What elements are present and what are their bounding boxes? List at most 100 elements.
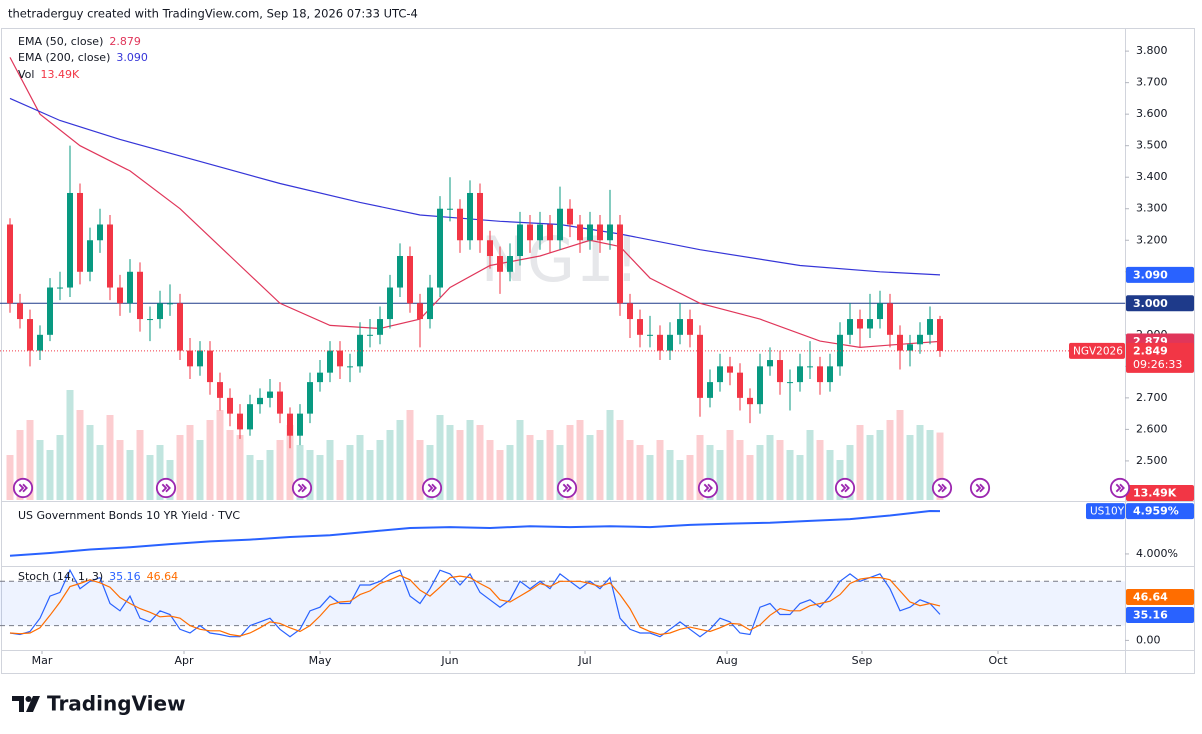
candle-body — [707, 382, 713, 398]
volume-bar — [26, 420, 34, 500]
candle-body — [827, 366, 833, 383]
event-icon[interactable] — [834, 477, 856, 499]
volume-bar — [816, 440, 824, 500]
volume-bar — [106, 415, 114, 500]
candle-body — [847, 319, 853, 335]
candle-body — [467, 192, 473, 241]
volume-bar — [916, 425, 924, 500]
candle-body — [47, 287, 53, 335]
y-tick-label: 3.600 — [1136, 107, 1168, 120]
candle-body — [267, 391, 273, 398]
x-tick-label: Apr — [174, 654, 194, 667]
symbol-label: US10Y — [1090, 506, 1125, 518]
event-icon[interactable] — [556, 477, 578, 499]
volume-bar — [606, 410, 614, 500]
candle-body — [697, 334, 703, 398]
candle-body — [487, 240, 493, 257]
event-icon[interactable] — [155, 477, 177, 499]
volume-bar — [476, 425, 484, 500]
candle-body — [887, 303, 893, 335]
candle-body — [557, 208, 563, 241]
candle-body — [547, 224, 553, 241]
y-tick-label: 0.00 — [1136, 633, 1161, 646]
candle-body — [937, 319, 943, 351]
volume-bar — [736, 440, 744, 500]
candle-body — [237, 413, 243, 430]
volume-bar — [56, 435, 64, 500]
candle-body — [497, 256, 503, 272]
candle-body — [257, 397, 263, 405]
candle-body — [907, 344, 913, 351]
candle-body — [407, 256, 413, 304]
legend-label: Vol — [18, 68, 34, 81]
volume-bar — [236, 435, 244, 500]
candle-body — [627, 303, 633, 320]
candle-body — [167, 303, 173, 305]
event-icon[interactable] — [421, 477, 443, 499]
candle-body — [817, 366, 823, 383]
candle-body — [87, 240, 93, 272]
y-tick-label: 3.500 — [1136, 139, 1168, 152]
volume-bar — [216, 410, 224, 500]
candle-body — [787, 382, 793, 384]
candle-body — [17, 303, 23, 320]
volume-bar — [46, 450, 54, 500]
volume-bar — [726, 430, 734, 500]
volume-bar — [306, 450, 314, 500]
candle-body — [387, 287, 393, 320]
volume-bar — [156, 445, 164, 500]
volume-bar — [886, 420, 894, 500]
candle-body — [67, 192, 73, 288]
price-tag-label: 46.64 — [1133, 591, 1168, 604]
candle-body — [337, 350, 343, 367]
volume-bar — [596, 430, 604, 500]
volume-bar — [136, 430, 144, 500]
volume-bar — [526, 435, 534, 500]
event-icon[interactable] — [697, 477, 719, 499]
volume-bar — [646, 455, 654, 500]
price-tag — [1126, 503, 1194, 520]
event-icon[interactable] — [969, 477, 991, 499]
candle-body — [737, 372, 743, 398]
volume-bar — [346, 445, 354, 500]
x-tick-label: Aug — [716, 654, 737, 667]
candle-body — [347, 366, 353, 368]
volume-bar — [746, 455, 754, 500]
candle-body — [897, 334, 903, 351]
price-tag — [1126, 485, 1194, 501]
legend-value: 46.64 — [147, 570, 179, 583]
event-icon[interactable] — [1109, 477, 1131, 499]
x-tick-label: Oct — [988, 654, 1008, 667]
volume-bar — [536, 440, 544, 500]
candle-body — [377, 319, 383, 335]
candle-body — [287, 413, 293, 436]
candle-body — [917, 334, 923, 345]
volume-bar — [196, 440, 204, 500]
yield-line — [9, 509, 941, 557]
candle-body — [197, 350, 203, 367]
candle-body — [367, 334, 373, 336]
y-tick-label: 3.700 — [1136, 76, 1168, 89]
candle-body — [137, 271, 143, 320]
last-price-label: 2.849 — [1133, 344, 1168, 357]
candle-body — [757, 366, 763, 405]
volume-bar — [246, 455, 254, 500]
ema-line — [9, 57, 941, 349]
candle-body — [107, 224, 113, 288]
candle-body — [177, 303, 183, 351]
candle-body — [687, 319, 693, 335]
symbol-label: NGV2026 — [1073, 345, 1123, 357]
candle-body — [117, 287, 123, 304]
event-icon[interactable] — [291, 477, 313, 499]
volume-bar — [616, 420, 624, 500]
volume-bar — [796, 455, 804, 500]
volume-bar — [576, 420, 584, 500]
volume-bar — [76, 410, 84, 500]
event-icon[interactable] — [931, 477, 953, 499]
event-icon[interactable] — [12, 477, 34, 499]
stoch-line — [9, 574, 941, 637]
volume-bar — [66, 390, 74, 500]
volume-bar — [556, 445, 564, 500]
volume-bar — [676, 460, 684, 500]
